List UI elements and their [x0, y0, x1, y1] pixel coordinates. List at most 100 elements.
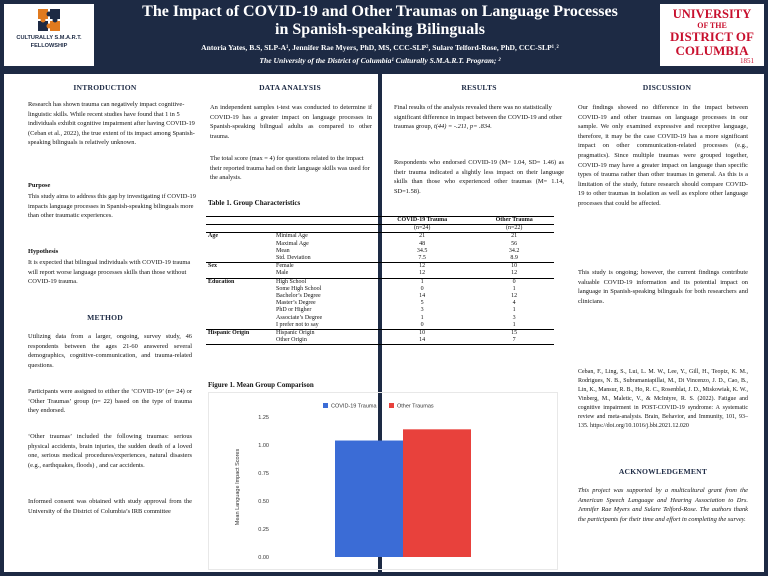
table-group-cell	[206, 300, 274, 307]
table-row: Education High School 1 0	[206, 277, 554, 286]
udc-logo-line2: OF THE	[697, 21, 727, 30]
table-row: Age Minimal Age 21 21	[206, 232, 554, 241]
culturally-smart-logo: CULTURALLY S.M.A.R.T. FELLOWSHIP	[4, 4, 94, 66]
table-group-cell	[206, 337, 274, 346]
reference: Ceban, F., Ling, S., Lui, L. M. W., Lee,…	[578, 369, 748, 429]
udc-logo: UNIVERSITY OF THE DISTRICT OF COLUMBIA 1…	[660, 4, 764, 66]
legend-swatch	[323, 403, 328, 408]
table-row: Maximal Age 48 56	[206, 241, 554, 248]
table-group-cell: Hispanic Origin	[206, 329, 274, 338]
affiliations: The University of the District of Columb…	[259, 56, 501, 65]
table-cell-other: 7	[474, 337, 554, 346]
table-cell-other: 1	[512, 321, 516, 328]
col-n-other: (n=22)	[474, 224, 554, 234]
title-line-2: in Spanish-speaking Bilinguals	[275, 21, 485, 38]
table-cell-other: 21	[474, 232, 554, 241]
table-cell-other: 56	[511, 240, 518, 247]
table-cell-other: 3	[512, 314, 516, 321]
acknowledgement-body: This project was supported by a multicul…	[578, 487, 748, 523]
table-row: Other Origin 14 7	[206, 337, 554, 346]
table-cell-other: 34.2	[508, 247, 520, 254]
table-cell-other: 1	[512, 285, 516, 292]
table-cell-covid: 34.5	[416, 247, 428, 254]
table-row-label: Some High School	[276, 285, 322, 292]
table-cell-covid: 1	[370, 277, 475, 286]
table-group-cell	[206, 270, 274, 278]
table-group-cell	[206, 255, 274, 263]
table-cell-covid: 14	[419, 293, 426, 300]
table-cell-other: 4	[512, 300, 516, 307]
legend-swatch	[389, 403, 394, 408]
udc-logo-line4: COLUMBIA	[675, 43, 749, 58]
bar-other-traumas	[403, 429, 471, 557]
puzzle-logo-icon	[38, 9, 60, 31]
udc-logo-year: 1851	[740, 57, 754, 65]
table-row: Mean 34.5 34.2	[206, 248, 554, 255]
table-row-label: Other Origin	[274, 337, 370, 346]
method-paragraph-4: Informed consent was obtained with study…	[28, 498, 192, 515]
table-cell-covid: 1	[420, 314, 424, 321]
table-cell-covid: 48	[419, 240, 426, 247]
table-group-cell	[206, 286, 274, 293]
left-panel	[4, 74, 378, 572]
results-text: Final results of the analysis revealed t…	[394, 104, 563, 131]
table-group-cell	[206, 322, 274, 330]
y-tick-label: 1.25	[258, 415, 269, 421]
table-row-label: Std. Deviation	[276, 255, 311, 262]
bar-covid-19-trauma	[335, 440, 403, 557]
table-group-cell	[206, 293, 274, 300]
method-paragraph-2: Participants were assigned to either the…	[28, 388, 192, 415]
logo-text-line2: FELLOWSHIP	[30, 43, 68, 49]
table-body: Age Minimal Age 21 21 Maximal Age 48 56 Mean 34.…	[206, 232, 554, 346]
method-paragraph-1: Utilizing data from a larger, ongoing, s…	[28, 333, 192, 369]
results-statistic: t(44) = -.211, p= .834.	[433, 123, 492, 131]
table-row-label: Female	[274, 262, 370, 271]
table-row: Male 12 12	[206, 270, 554, 278]
data-analysis-heading: DATA ANALYSIS	[259, 83, 321, 92]
table-cell-covid: 12	[370, 262, 475, 271]
table-group-cell	[206, 315, 274, 322]
table-row: Master’s Degree 5 4	[206, 300, 554, 307]
mean-group-comparison-chart: 0.00 0.25 0.50 0.75 1.00 1.25 Mean Language Im…	[208, 392, 558, 570]
table-cell-other: 8.9	[510, 255, 518, 262]
table-cell-covid: 12	[419, 270, 426, 277]
purpose-body: This study aims to address this gap by i…	[28, 193, 196, 220]
results-paragraph-2: Respondents who endorsed COVID-19 (M= 1.…	[394, 159, 564, 195]
table-row: Std. Deviation 7.5 8.9	[206, 255, 554, 263]
col-header-other: Other Trauma	[474, 215, 554, 226]
table-row-label: Male	[276, 270, 289, 277]
table-cell-other: 1	[512, 307, 516, 314]
method-heading: METHOD	[87, 313, 123, 322]
table-cell-covid: 0	[420, 285, 424, 292]
data-analysis-paragraph-1: An independent samples t-test was conduc…	[210, 104, 372, 140]
table-row: Some High School 0 1	[206, 286, 554, 293]
title-line-1: The Impact of COVID-19 and Other Traumas…	[142, 3, 618, 20]
y-tick-label: 0.75	[258, 471, 269, 477]
table-row-label: I prefer not to say	[276, 321, 319, 328]
table-row-label: Associate’s Degree	[276, 314, 323, 321]
table-cell-covid: 7.5	[418, 255, 426, 262]
table-row: Bachelor’s Degree 14 12	[206, 293, 554, 300]
method-paragraph-3: ‘Other traumas’ included the following t…	[28, 433, 192, 469]
udc-logo-line3: DISTRICT OF	[670, 29, 754, 44]
udc-logo-line1: UNIVERSITY	[672, 7, 752, 21]
discussion-paragraph-2: This study is ongoing; however, the curr…	[578, 269, 748, 305]
figure-caption: Figure 1. Mean Group Comparison	[208, 381, 314, 389]
table-cell-other: 10	[474, 262, 554, 271]
introduction-heading: INTRODUCTION	[73, 83, 137, 92]
table-group-cell	[206, 241, 274, 248]
col-header-covid: COVID-19 Trauma	[370, 215, 475, 226]
results-paragraph-1: Final results of the analysis revealed t…	[394, 103, 564, 132]
table-row: Hispanic Origin Hispanic Origin 10 15	[206, 329, 554, 338]
data-analysis-paragraph-2: The total score (max = 4) for questions …	[210, 155, 370, 182]
legend-label: Other Traumas	[397, 404, 434, 410]
table-row: PhD or Higher 3 1	[206, 307, 554, 314]
table-cell-covid: 0	[420, 321, 424, 328]
table-row-label: Master’s Degree	[276, 300, 316, 307]
table-cell-covid: 5	[420, 300, 424, 307]
table-row: Associate’s Degree 1 3	[206, 315, 554, 322]
legend-label: COVID-19 Trauma	[331, 404, 377, 410]
discussion-paragraph-1: Our findings showed no difference in the…	[578, 104, 748, 207]
table-row: I prefer not to say 0 1	[206, 322, 554, 330]
y-tick-label: 0.25	[258, 527, 269, 533]
